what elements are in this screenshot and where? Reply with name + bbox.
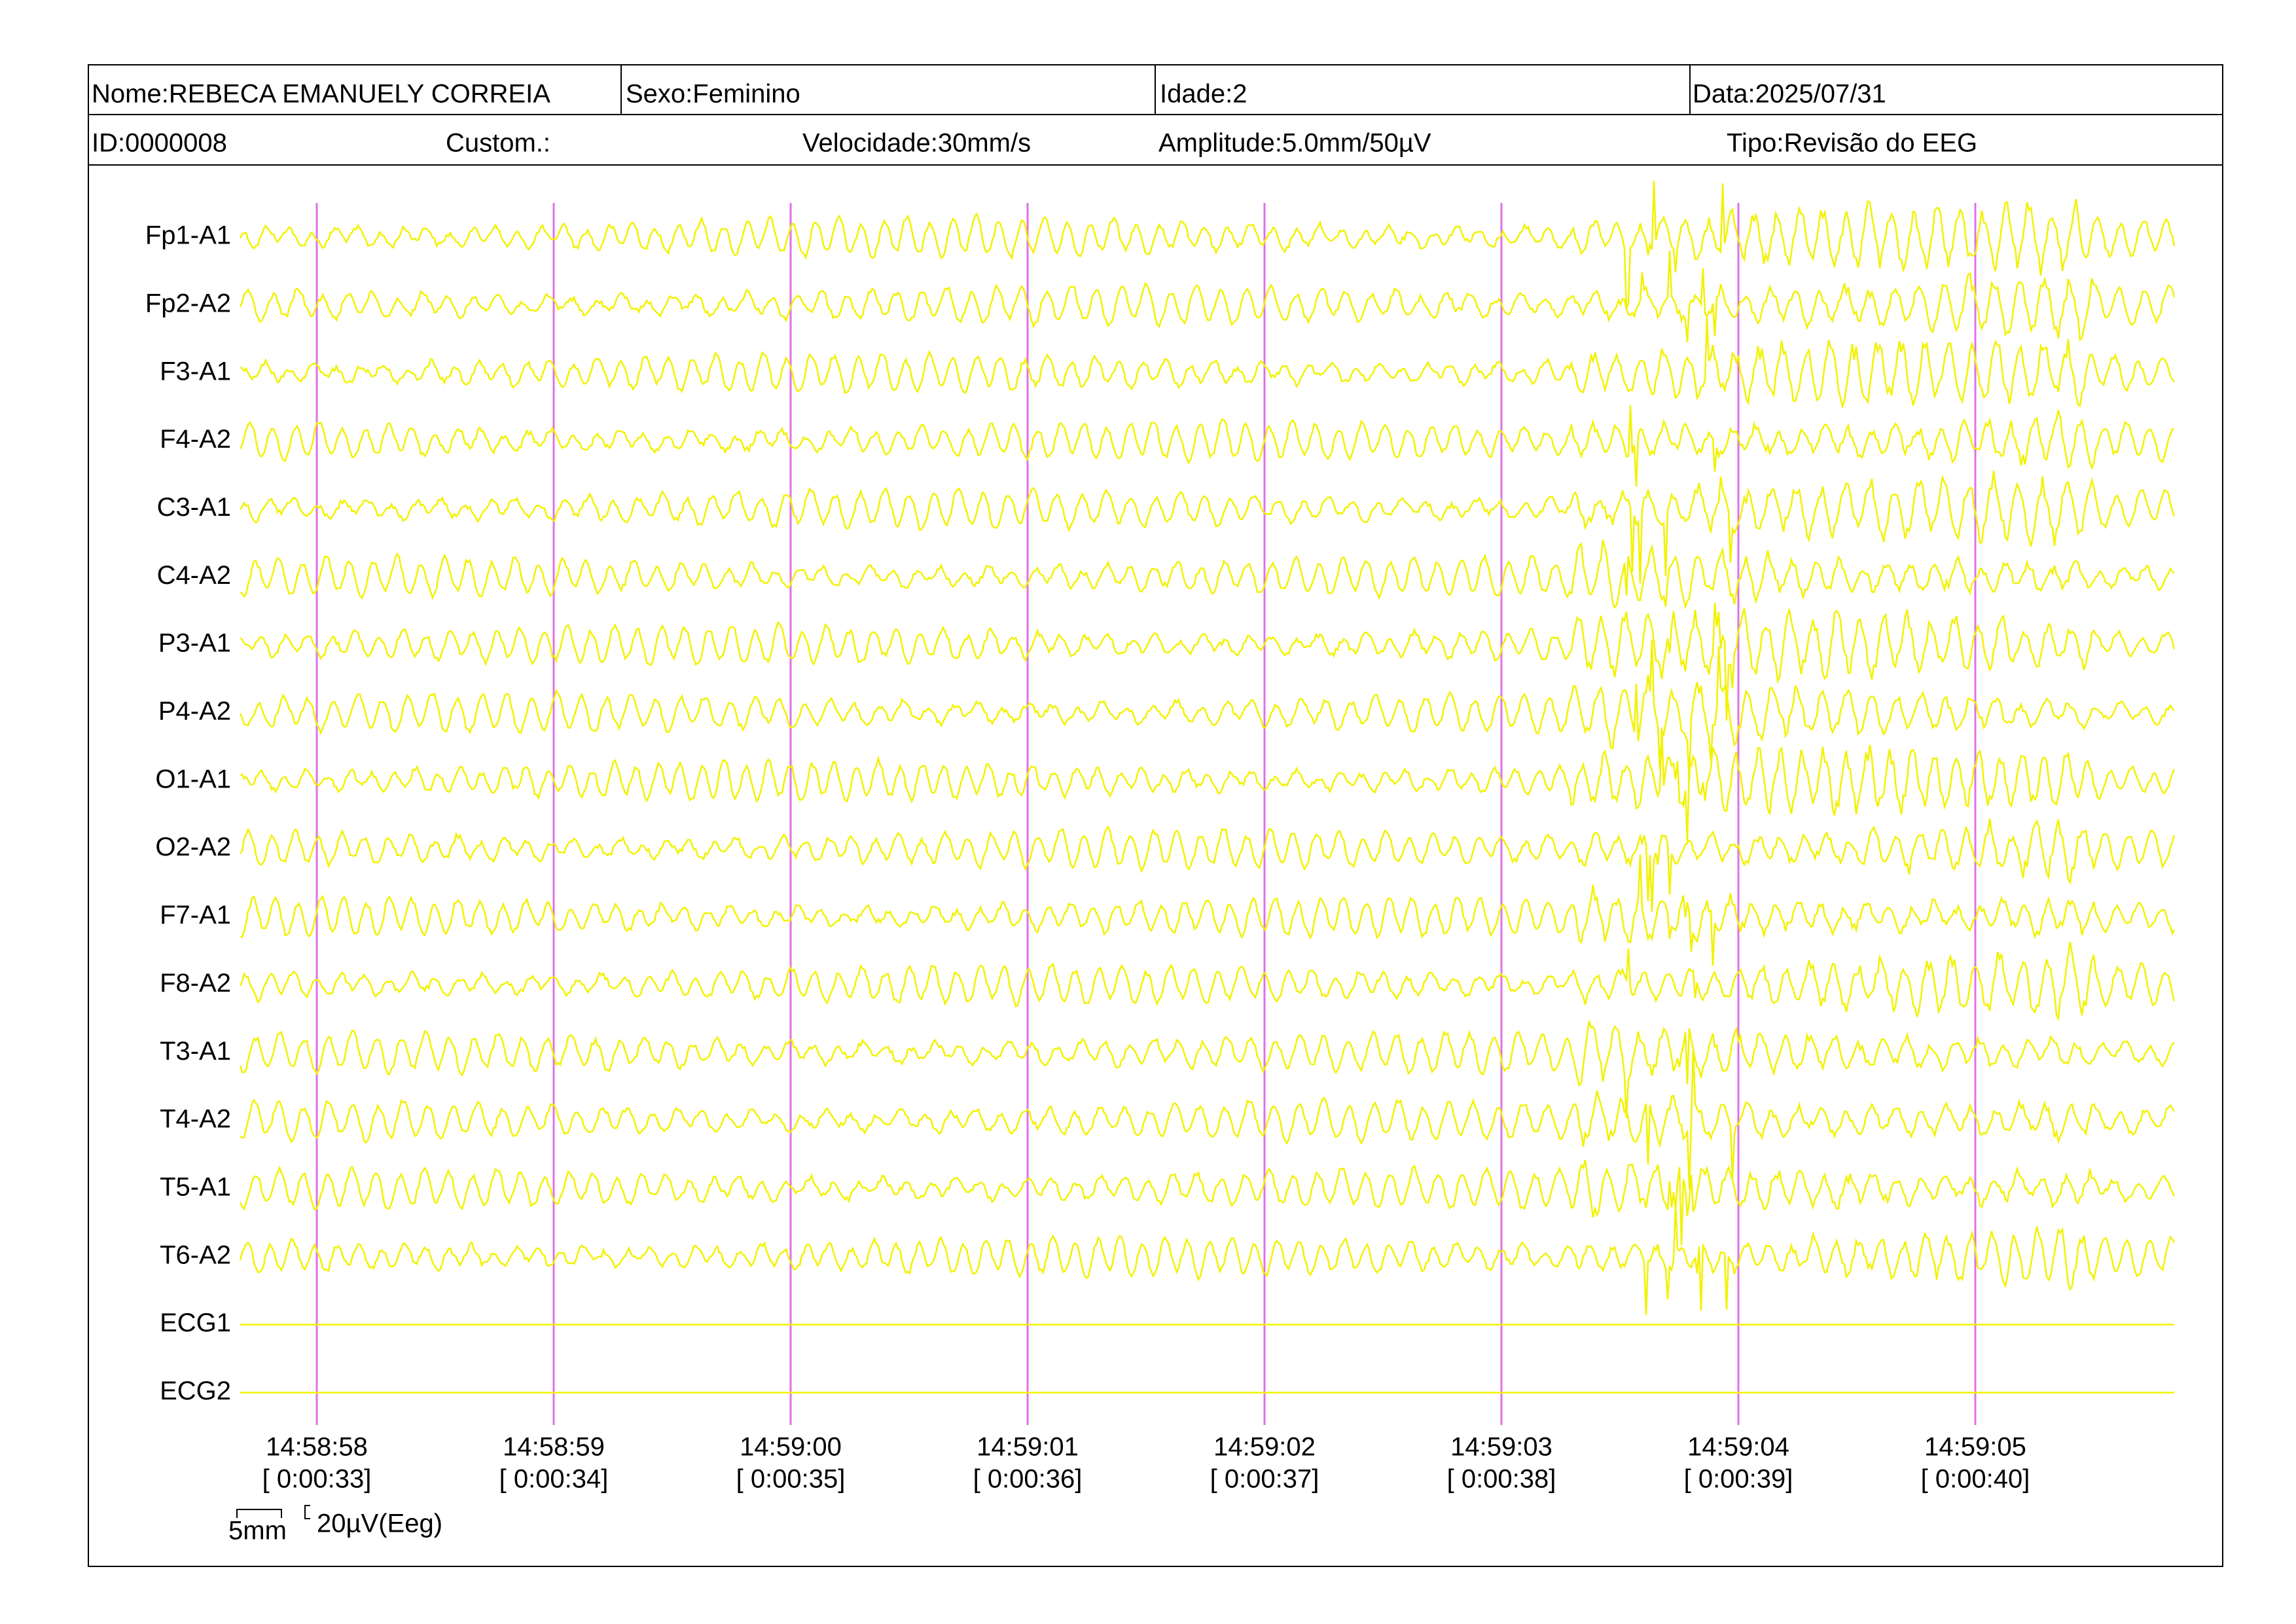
time-label: 14:59:01 <box>977 1433 1079 1462</box>
eeg-trace <box>239 1159 2176 1246</box>
eeg-trace <box>239 181 2176 309</box>
elapsed-label: [ 0:00:39] <box>1684 1465 1793 1494</box>
eeg-trace <box>239 640 2175 782</box>
eeg-trace <box>239 1203 2176 1315</box>
eeg-trace <box>240 727 2176 842</box>
channel-label: F7-A1 <box>160 901 231 929</box>
eeg-trace <box>239 470 2176 584</box>
elapsed-label: [ 0:00:34] <box>499 1465 609 1494</box>
channel-label: T6-A2 <box>160 1240 231 1269</box>
channel-label: C4-A2 <box>157 561 231 590</box>
record-date: Data:2025/07/31 <box>1693 80 1886 109</box>
eeg-trace <box>240 603 2176 721</box>
elapsed-label: [ 0:00:40] <box>1921 1465 2030 1494</box>
channel-label: F8-A2 <box>160 969 231 998</box>
channel-label: O2-A2 <box>155 833 231 861</box>
custom-field: Custom.: <box>446 129 550 158</box>
eeg-trace <box>240 539 2175 610</box>
patient-age: Idade:2 <box>1160 80 1247 109</box>
patient-name: Nome:REBECA EMANUELY CORREIA <box>92 80 550 109</box>
speed: Velocidade:30mm/s <box>802 129 1031 158</box>
channel-label: F4-A2 <box>160 425 231 454</box>
time-label: 14:59:02 <box>1213 1433 1316 1462</box>
channel-label: P4-A2 <box>158 697 231 726</box>
eeg-trace <box>240 818 2176 912</box>
channel-label: T5-A1 <box>160 1172 231 1201</box>
time-label: 14:59:05 <box>1924 1433 2026 1462</box>
time-label: 14:59:03 <box>1450 1433 1552 1462</box>
channel-label: T3-A1 <box>160 1037 231 1066</box>
review-type: Tipo:Revisão do EEG <box>1727 129 1977 158</box>
eeg-trace <box>240 1047 2176 1189</box>
elapsed-label: [ 0:00:35] <box>736 1465 846 1494</box>
time-label: 14:58:58 <box>266 1433 368 1462</box>
time-label: 14:59:00 <box>740 1433 842 1462</box>
channel-label: Fp1-A1 <box>145 221 231 250</box>
channel-label: P3-A1 <box>158 629 231 658</box>
eeg-trace <box>239 942 2176 1022</box>
amplitude: Amplitude:5.0mm/50µV <box>1158 129 1431 158</box>
traces <box>239 181 2176 1425</box>
eeg-trace <box>240 854 2176 966</box>
elapsed-label: [ 0:00:33] <box>262 1465 372 1494</box>
scale-time-label: 5mm <box>228 1517 287 1545</box>
eeg-trace <box>239 251 2176 342</box>
scale-amplitude-bracket <box>304 1505 310 1519</box>
channel-label: Fp2-A2 <box>145 289 231 317</box>
channel-label: ECG1 <box>160 1308 231 1337</box>
channel-label: O1-A1 <box>155 765 231 793</box>
channel-label: C3-A1 <box>157 493 231 522</box>
time-label: 14:59:04 <box>1687 1433 1789 1462</box>
channel-label: ECG2 <box>160 1377 231 1405</box>
elapsed-label: [ 0:00:36] <box>973 1465 1083 1494</box>
eeg-trace <box>240 317 2175 410</box>
time-label: 14:58:59 <box>503 1433 605 1462</box>
scale-amplitude-label: 20µV(Eeg) <box>317 1509 442 1538</box>
channel-label: T4-A2 <box>160 1105 231 1134</box>
eeg-trace <box>239 1020 2175 1119</box>
eeg-trace <box>239 405 2175 487</box>
elapsed-label: [ 0:00:37] <box>1210 1465 1319 1494</box>
record-id: ID:0000008 <box>92 129 227 158</box>
elapsed-label: [ 0:00:38] <box>1447 1465 1556 1494</box>
channel-label: F3-A1 <box>160 357 231 386</box>
scale-time-bracket <box>236 1509 282 1518</box>
patient-sex: Sexo:Feminino <box>626 80 800 109</box>
